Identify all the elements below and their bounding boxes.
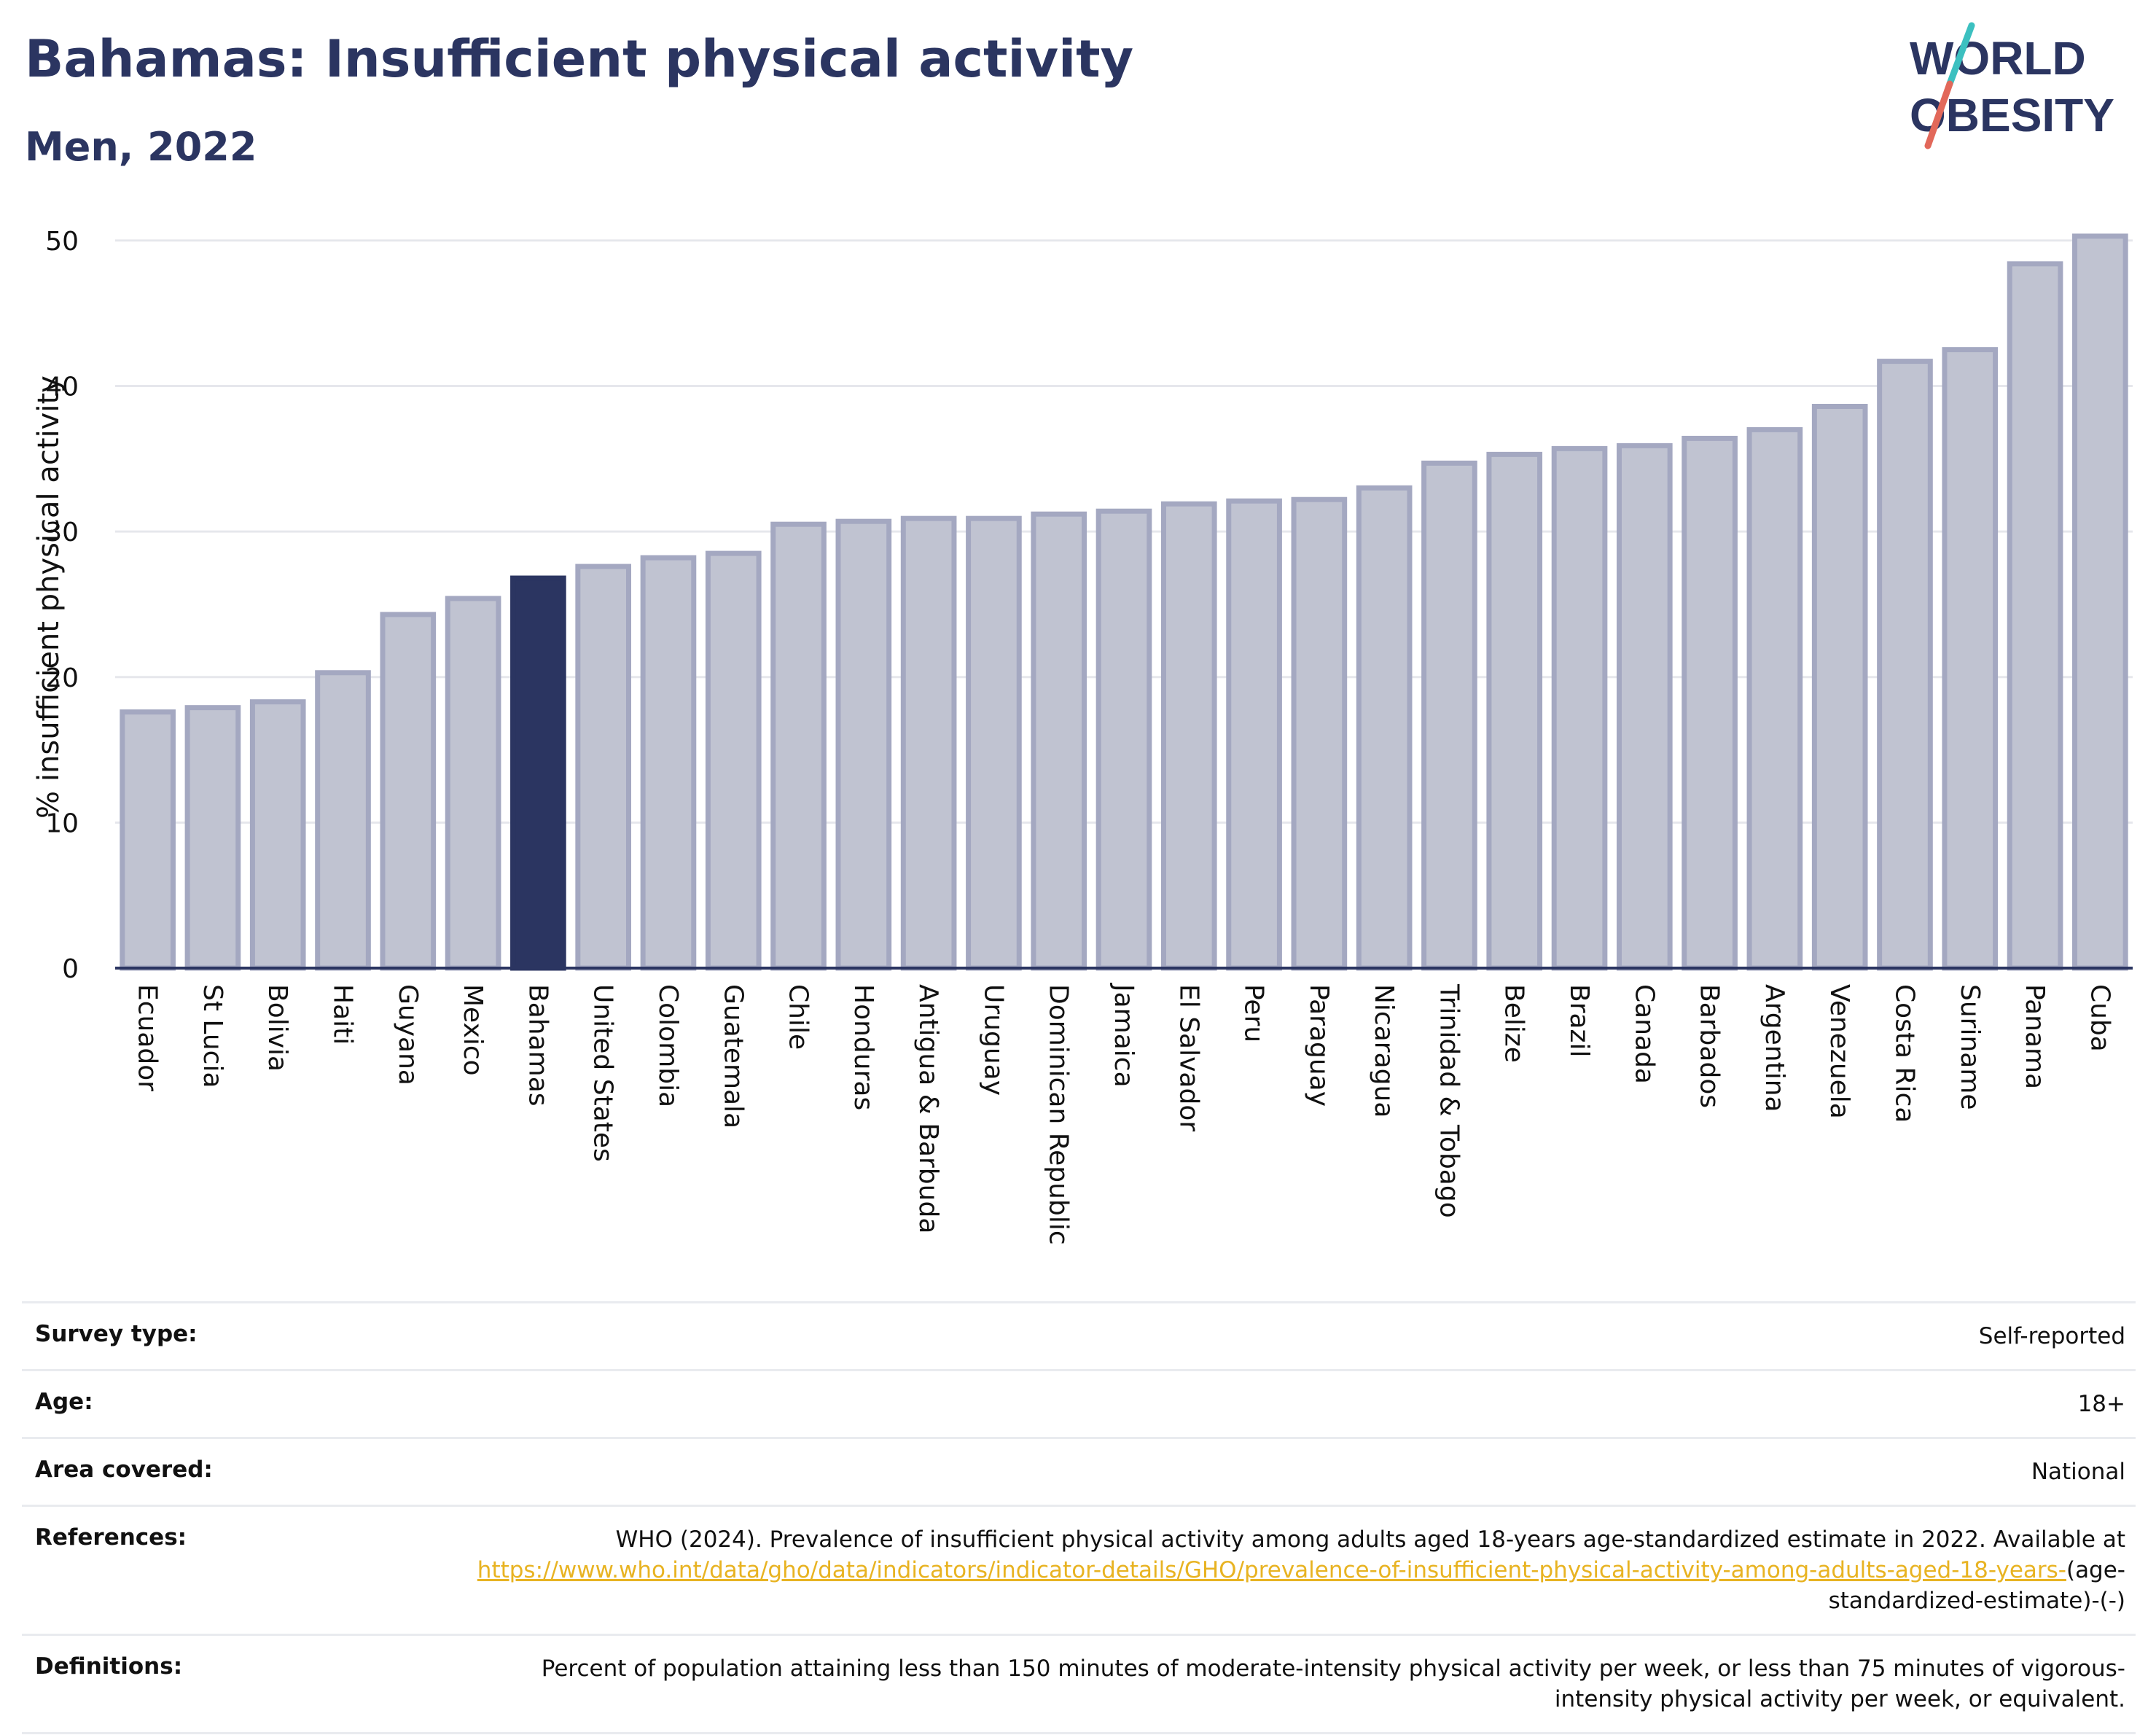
x-tick-label: Trinidad & Tobago (1434, 983, 1464, 1218)
x-tick-label: Paraguay (1304, 984, 1334, 1107)
bar-chile[interactable] (770, 521, 827, 971)
x-tick-label: Argentina (1759, 984, 1789, 1112)
x-tick-label: Nicaragua (1369, 984, 1399, 1118)
y-tick-label: 0 (62, 954, 79, 984)
logo-slash-teal (1946, 22, 1975, 87)
x-tick-label: Panama (2020, 984, 2050, 1089)
x-tick-label: Peru (1239, 984, 1269, 1042)
x-tick-label: Guyana (393, 984, 423, 1085)
bar-nicaragua[interactable] (1356, 485, 1413, 971)
age-value: 18+ (2077, 1391, 2125, 1417)
bar-colombia[interactable] (640, 555, 697, 971)
metadata-table: Survey type: Self-reported Age: 18+ Area… (22, 1301, 2136, 1734)
area-label: Area covered: (35, 1457, 213, 1483)
x-tick-label: Bahamas (523, 984, 552, 1107)
bar-panama[interactable] (2007, 261, 2063, 971)
bar-bahamas[interactable] (510, 575, 566, 971)
definitions-value: Percent of population attaining less tha… (541, 1656, 2125, 1712)
y-tick-labels: 0 10 20 30 40 50 (45, 227, 79, 984)
bar-ecuador[interactable] (120, 709, 176, 971)
survey-type-value: Self-reported (1978, 1323, 2125, 1349)
bar-honduras[interactable] (835, 518, 892, 971)
meta-row-definitions: Definitions: Percent of population attai… (22, 1634, 2136, 1734)
x-tick-label: Belize (1499, 984, 1529, 1063)
survey-type-label: Survey type: (35, 1321, 198, 1347)
x-tick-label: Dominican Republic (1044, 984, 1074, 1245)
y-tick-label: 20 (45, 663, 79, 693)
references-suffix: (age-standardized-estimate)-(-) (1828, 1557, 2125, 1614)
definitions-label: Definitions: (35, 1653, 183, 1680)
x-tick-label: Canada (1629, 984, 1659, 1084)
bar-guyana[interactable] (380, 612, 437, 971)
x-tick-label: El Salvador (1173, 984, 1203, 1131)
bar-haiti[interactable] (315, 670, 371, 971)
x-tick-label: Haiti (328, 984, 358, 1045)
bar-trinidad-tobago[interactable] (1421, 460, 1477, 971)
bar-uruguay[interactable] (966, 515, 1022, 971)
bar-jamaica[interactable] (1095, 508, 1152, 971)
x-tick-label: Suriname (1955, 984, 1985, 1110)
chart-title: Bahamas: Insufficient physical activity (25, 29, 1134, 89)
y-tick-label: 50 (45, 227, 79, 257)
bar-suriname[interactable] (1942, 347, 1999, 971)
references-value: WHO (2024). Prevalence of insufficient p… (449, 1524, 2125, 1616)
bar-venezuela[interactable] (1811, 403, 1868, 971)
y-tick-label: 10 (45, 808, 79, 838)
bar-brazil[interactable] (1551, 445, 1608, 971)
area-value: National (2031, 1459, 2125, 1485)
x-tick-label: Honduras (848, 984, 878, 1110)
x-tick-label: Costa Rica (1889, 984, 1919, 1123)
bar-costa-rica[interactable] (1877, 359, 1933, 971)
chart-subtitle: Men, 2022 (25, 124, 257, 170)
bar-belize[interactable] (1486, 451, 1543, 971)
x-tick-label: Venezuela (1824, 984, 1854, 1119)
meta-row-age: Age: 18+ (22, 1369, 2136, 1437)
bar-barbados[interactable] (1682, 435, 1738, 971)
bar-mexico[interactable] (445, 596, 501, 971)
logo-slash-red (1924, 80, 1953, 149)
x-tick-label: Mexico (458, 984, 488, 1076)
x-tick-label: Barbados (1695, 984, 1725, 1108)
x-tick-label: Guatemala (718, 984, 748, 1128)
references-link[interactable]: https://www.who.int/data/gho/data/indica… (477, 1557, 2066, 1583)
bar-canada[interactable] (1616, 442, 1673, 971)
bar-dominican-republic[interactable] (1031, 511, 1087, 971)
bar-argentina[interactable] (1746, 426, 1803, 971)
x-tick-label: Cuba (2085, 984, 2114, 1052)
meta-row-references: References: WHO (2024). Prevalence of in… (22, 1505, 2136, 1634)
x-tick-labels: Ecuador St Lucia Bolivia Haiti Guyana Mexico B… (133, 983, 2115, 1245)
x-tick-label: Ecuador (133, 984, 163, 1091)
meta-row-area: Area covered: National (22, 1437, 2136, 1505)
references-label: References: (35, 1524, 187, 1551)
x-tick-label: St Lucia (198, 984, 227, 1088)
x-tick-label: Jamaica (1109, 983, 1138, 1088)
world-obesity-logo: WORLD OBESITY (1910, 22, 2114, 149)
references-text: WHO (2024). Prevalence of insufficient p… (615, 1527, 2125, 1553)
bar-cuba[interactable] (2072, 233, 2128, 971)
x-tick-label: Uruguay (978, 984, 1008, 1096)
meta-row-survey-type: Survey type: Self-reported (22, 1301, 2136, 1369)
x-tick-label: United States (588, 984, 618, 1162)
bar-el-salvador[interactable] (1160, 501, 1217, 971)
bar-guatemala[interactable] (705, 550, 762, 971)
bar-united-states[interactable] (575, 564, 632, 971)
y-tick-label: 40 (45, 373, 79, 402)
x-tick-label: Chile (784, 984, 813, 1050)
bar-bolivia[interactable] (249, 699, 306, 971)
bar-st-lucia[interactable] (184, 705, 241, 971)
x-tick-label: Brazil (1564, 984, 1594, 1057)
logo-text-world: WORLD (1910, 32, 2086, 85)
age-label: Age: (35, 1389, 93, 1415)
y-axis-label: % insufficient physical activity (32, 375, 66, 819)
bar-peru[interactable] (1226, 498, 1282, 971)
x-tick-label: Bolivia (262, 984, 292, 1072)
x-tick-label: Colombia (653, 984, 683, 1107)
bar-paraguay[interactable] (1291, 496, 1348, 971)
bar-antigua-barbuda[interactable] (900, 515, 957, 971)
x-tick-label: Antigua & Barbuda (913, 984, 943, 1233)
bar-chart: 0 10 20 30 40 50 Ecuador St Lucia Bolivia Haiti G… (32, 227, 2133, 1245)
y-tick-label: 30 (45, 518, 79, 547)
bars (120, 233, 2128, 971)
